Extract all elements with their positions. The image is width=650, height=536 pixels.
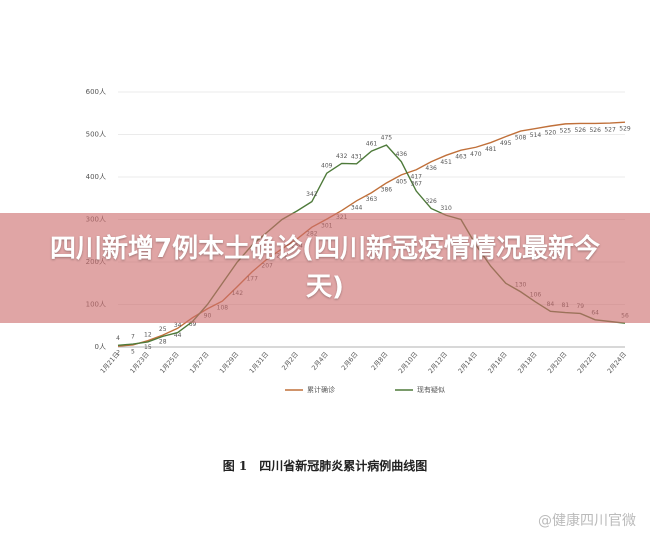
data-label: 451 bbox=[440, 159, 452, 166]
data-label: 436 bbox=[396, 151, 408, 158]
data-label: 69 bbox=[189, 321, 197, 328]
y-tick-label: 0人 bbox=[95, 343, 106, 351]
data-label: 326 bbox=[425, 198, 437, 205]
y-tick-label: 600人 bbox=[86, 88, 106, 96]
data-label: 436 bbox=[425, 165, 437, 172]
data-label: 527 bbox=[604, 127, 616, 134]
data-label: 495 bbox=[500, 140, 512, 147]
data-label: 463 bbox=[455, 154, 467, 161]
headline: 四川新增7例本土确诊(四川新冠疫情情况最新今天) bbox=[50, 234, 600, 302]
data-label: 526 bbox=[575, 127, 587, 134]
data-label: 363 bbox=[366, 196, 378, 203]
x-tick-label: 2月8日 bbox=[370, 350, 390, 371]
x-tick-label: 2月20日 bbox=[546, 350, 568, 375]
data-label: 470 bbox=[470, 151, 482, 158]
y-tick-label: 500人 bbox=[86, 131, 106, 139]
data-label: 405 bbox=[396, 178, 408, 185]
watermark: @健康四川官微 bbox=[538, 513, 636, 529]
data-label: 508 bbox=[515, 135, 527, 142]
x-tick-label: 2月2日 bbox=[280, 350, 300, 371]
x-tick-label: 1月31日 bbox=[248, 350, 270, 375]
data-label: 44 bbox=[174, 332, 182, 339]
data-label: 5 bbox=[131, 348, 135, 355]
x-tick-label: 2月12日 bbox=[427, 350, 449, 375]
data-label: 461 bbox=[366, 141, 378, 148]
legend-label: 现有疑似 bbox=[417, 385, 445, 394]
banner: 四川新增7例本土确诊(四川新冠疫情情况最新今天) bbox=[0, 213, 650, 323]
y-tick-label: 400人 bbox=[86, 173, 106, 181]
data-label: 520 bbox=[545, 130, 557, 137]
x-tick-label: 2月10日 bbox=[397, 350, 419, 375]
x-tick-label: 1月27日 bbox=[188, 350, 210, 375]
x-tick-label: 2月16日 bbox=[486, 350, 508, 375]
data-label: 12 bbox=[144, 331, 152, 338]
data-label: 344 bbox=[351, 204, 363, 211]
x-tick-label: 2月22日 bbox=[576, 350, 598, 375]
data-label: 28 bbox=[159, 339, 167, 346]
data-label: 432 bbox=[336, 153, 348, 160]
data-label: 310 bbox=[440, 205, 452, 212]
data-label: 342 bbox=[306, 191, 318, 198]
legend-label: 累计确诊 bbox=[307, 385, 335, 394]
data-label: 2 bbox=[116, 350, 120, 357]
data-label: 525 bbox=[560, 127, 572, 134]
data-label: 34 bbox=[174, 322, 182, 329]
data-label: 526 bbox=[589, 127, 601, 134]
data-label: 386 bbox=[381, 186, 393, 193]
x-tick-label: 2月18日 bbox=[516, 350, 538, 375]
x-tick-label: 2月4日 bbox=[310, 350, 330, 371]
x-tick-label: 1月25日 bbox=[158, 350, 180, 375]
data-label: 7 bbox=[131, 334, 135, 341]
data-label: 417 bbox=[411, 173, 423, 180]
data-label: 409 bbox=[321, 163, 333, 170]
data-label: 25 bbox=[159, 326, 167, 333]
x-tick-label: 2月14日 bbox=[456, 350, 478, 375]
x-tick-label: 2月24日 bbox=[606, 350, 628, 375]
data-label: 15 bbox=[144, 344, 152, 351]
data-label: 529 bbox=[619, 126, 631, 133]
data-label: 481 bbox=[485, 146, 497, 153]
data-label: 367 bbox=[411, 181, 423, 188]
data-label: 514 bbox=[530, 132, 542, 139]
data-label: 431 bbox=[351, 153, 363, 160]
x-tick-label: 2月6日 bbox=[340, 350, 360, 371]
x-tick-label: 1月29日 bbox=[218, 350, 240, 375]
data-label: 475 bbox=[381, 135, 393, 142]
data-label: 4 bbox=[116, 335, 120, 342]
caption: 图 1 四川省新冠肺炎累计病例曲线图 bbox=[222, 459, 428, 473]
